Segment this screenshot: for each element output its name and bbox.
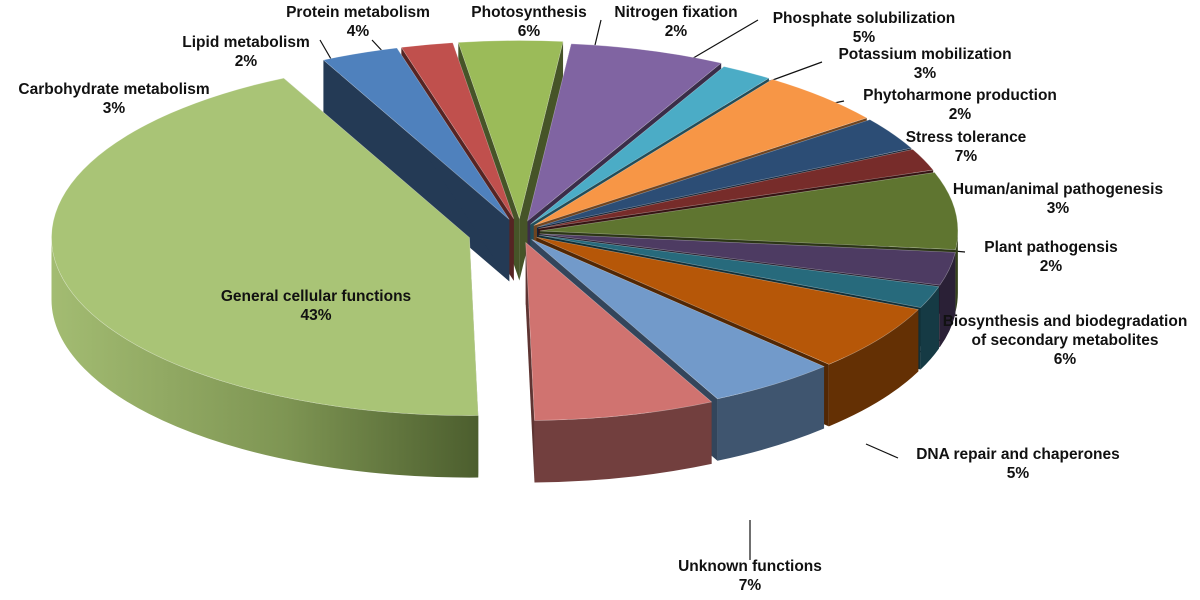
slice-general-cellular-functions <box>51 77 479 416</box>
slice-carbohydrate-metabolism <box>322 47 510 220</box>
label-nitrogen-fixation: Nitrogen fixation 2% <box>614 4 738 40</box>
pie-top-faces <box>51 40 959 421</box>
slice-phosphate-solubilization <box>533 79 868 226</box>
outer-wall-stress-tolerance <box>955 230 958 312</box>
label-general-cellular-functions: General cellular functions 43% <box>220 288 412 324</box>
slice-plant-pathogensis <box>538 234 940 308</box>
outer-wall-unknown-functions <box>534 401 712 483</box>
slice-photosynthesis <box>527 43 722 222</box>
outer-wall-dna-repair-and-chaperones <box>717 366 825 461</box>
slice-dna-repair-and-chaperones <box>531 239 825 400</box>
slice-lipid-metabolism <box>400 42 515 219</box>
slice-human-animal-pathogenesis <box>539 233 956 286</box>
leader-line-7 <box>865 443 899 459</box>
side-wall-unknown-functions-end <box>525 242 535 483</box>
label-human-animal-pathogenesis: Human/animal pathogenesis 3% <box>952 181 1164 217</box>
slice-biosynthesis-and-biodegradation-of-secondary-metabolites <box>536 236 919 365</box>
slice-potassium-mobilization <box>536 119 913 228</box>
label-photosynthesis: Photosynthesis 6% <box>471 4 587 40</box>
label-stress-tolerance: Stress tolerance 7% <box>905 129 1027 165</box>
label-potassium-mobilization: Potassium mobilization 3% <box>838 46 1012 82</box>
outer-wall-human-animal-pathogenesis <box>939 252 956 348</box>
label-plant-pathogensis: Plant pathogensis 2% <box>984 239 1118 275</box>
label-protein-metabolism: Protein metabolism 4% <box>286 4 430 40</box>
label-biosynthesis-secondary-metabolites: Biosynthesis and biodegradation of secon… <box>942 313 1188 368</box>
slice-stress-tolerance <box>539 172 959 250</box>
outer-wall-general-cellular-functions <box>51 237 479 478</box>
slice-protein-metabolism <box>457 40 564 220</box>
label-phosphate-solubilization: Phosphate solubilization 5% <box>772 10 956 46</box>
label-unknown-functions: Unknown functions 7% <box>678 558 822 594</box>
slice-nitrogen-fixation <box>530 66 770 225</box>
label-lipid-metabolism: Lipid metabolism 2% <box>182 34 310 70</box>
outer-wall-biosynthesis-and-biodegradation-of-secondary-metabolites <box>828 309 919 427</box>
outer-wall-plant-pathogensis <box>920 286 939 370</box>
slice-phytoharmone-production <box>538 149 934 229</box>
label-dna-repair-chaperones: DNA repair and chaperones 5% <box>916 446 1120 482</box>
label-carbohydrate-metabolism: Carbohydrate metabolism 3% <box>18 81 210 117</box>
label-phytoharmone-production: Phytoharmone production 2% <box>863 87 1057 123</box>
side-wall-carbohydrate-metabolism-start <box>323 59 510 282</box>
slice-unknown-functions <box>525 241 713 421</box>
